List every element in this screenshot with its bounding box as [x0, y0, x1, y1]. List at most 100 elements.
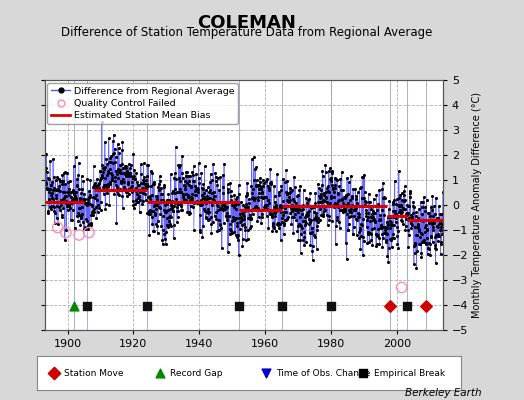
Point — [148, 170, 157, 176]
Point — [214, 216, 223, 223]
Point — [311, 234, 319, 240]
Point — [103, 190, 111, 197]
Point — [53, 202, 61, 209]
Point — [68, 197, 76, 204]
Point — [107, 186, 116, 193]
Point — [290, 173, 298, 180]
Point — [251, 204, 259, 210]
Point — [135, 193, 143, 200]
Point — [258, 214, 266, 220]
Point — [75, 212, 83, 218]
Point — [284, 214, 292, 220]
Point — [383, 253, 391, 260]
Point — [324, 168, 333, 174]
Point — [258, 211, 267, 218]
Point — [82, 201, 90, 207]
Point — [66, 199, 74, 205]
Point — [148, 191, 156, 198]
Point — [285, 199, 293, 206]
Point — [428, 221, 436, 227]
Point — [224, 240, 233, 247]
Point — [137, 161, 145, 168]
Point — [274, 221, 282, 228]
Point — [84, 194, 93, 200]
Point — [226, 220, 234, 227]
Point — [292, 207, 300, 213]
Point — [351, 205, 359, 212]
Point — [299, 202, 307, 208]
Point — [74, 218, 82, 224]
Point — [97, 119, 106, 126]
Point — [257, 186, 266, 192]
Point — [321, 198, 329, 204]
Point — [311, 200, 320, 206]
Point — [166, 206, 174, 212]
Point — [254, 182, 263, 188]
Point — [256, 175, 264, 181]
Point — [223, 216, 231, 223]
Point — [59, 178, 67, 184]
Point — [325, 176, 334, 182]
Point — [130, 166, 138, 173]
Point — [203, 208, 211, 215]
Point — [145, 232, 154, 239]
Point — [370, 210, 379, 216]
Point — [52, 195, 61, 202]
Point — [91, 180, 100, 186]
Point — [97, 175, 105, 181]
Point — [146, 196, 155, 202]
Point — [419, 218, 428, 224]
Point — [340, 205, 348, 212]
Point — [228, 230, 236, 236]
Point — [279, 212, 288, 218]
Point — [124, 181, 132, 187]
Point — [42, 151, 50, 158]
Point — [223, 210, 232, 216]
Point — [172, 195, 180, 202]
Point — [255, 186, 264, 192]
Point — [316, 195, 324, 201]
Point — [396, 206, 404, 213]
Point — [330, 202, 338, 208]
Point — [125, 186, 134, 192]
Point — [140, 186, 148, 193]
Point — [108, 138, 117, 144]
Point — [268, 212, 276, 219]
Point — [56, 188, 64, 195]
Point — [313, 216, 321, 222]
Point — [297, 222, 305, 229]
Point — [260, 194, 269, 200]
Point — [263, 202, 271, 208]
Point — [89, 184, 97, 190]
Point — [324, 188, 332, 194]
Point — [243, 190, 252, 196]
Point — [119, 176, 127, 183]
Point — [274, 220, 282, 227]
Point — [360, 171, 368, 178]
Point — [87, 220, 95, 226]
Point — [255, 182, 264, 189]
Point — [432, 232, 441, 238]
Point — [170, 175, 179, 181]
Point — [292, 207, 301, 214]
Point — [112, 154, 120, 160]
Point — [296, 222, 304, 228]
Point — [353, 232, 361, 238]
Point — [204, 208, 213, 215]
Point — [422, 222, 430, 228]
Point — [114, 145, 123, 151]
Point — [352, 196, 360, 202]
Point — [376, 215, 385, 222]
Point — [411, 240, 419, 246]
Point — [200, 189, 209, 196]
Point — [367, 214, 375, 220]
Point — [278, 203, 287, 210]
Point — [136, 208, 144, 215]
Point — [206, 170, 215, 177]
Point — [291, 205, 300, 211]
Point — [263, 176, 271, 182]
Point — [285, 190, 293, 196]
Point — [356, 225, 364, 231]
Point — [110, 191, 118, 197]
Point — [257, 220, 265, 226]
